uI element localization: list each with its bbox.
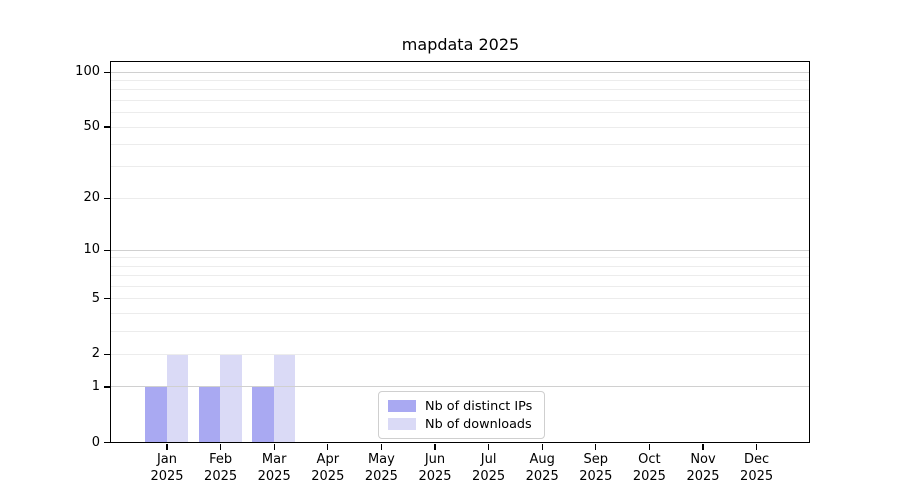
gridline xyxy=(111,265,809,267)
gridline xyxy=(111,112,809,114)
x-tick-oct xyxy=(648,444,651,450)
gridline xyxy=(111,257,809,259)
y-tick-label-50: 50 xyxy=(83,119,100,135)
x-tick-nov xyxy=(702,444,704,450)
x-tick-dec xyxy=(755,444,758,450)
x-tick-sep xyxy=(595,444,597,450)
x-tick-label-mar: Mar 2025 xyxy=(257,452,291,484)
x-tick-label-oct: Oct 2025 xyxy=(632,452,666,484)
gridline xyxy=(111,353,809,355)
y-tick-label-20: 20 xyxy=(83,190,100,206)
legend-swatch-downloads xyxy=(388,418,416,430)
y-tick-label-10: 10 xyxy=(83,242,100,258)
y-tick-5 xyxy=(103,298,110,300)
x-tick-jan xyxy=(166,444,168,450)
x-tick-feb xyxy=(219,444,222,450)
y-tick-0 xyxy=(103,441,110,444)
y-tick-label-2: 2 xyxy=(91,346,100,362)
x-tick-label-may: May 2025 xyxy=(364,452,398,484)
x-tick-label-nov: Nov 2025 xyxy=(686,452,720,484)
y-tick-label-0: 0 xyxy=(91,434,100,450)
gridline xyxy=(111,249,809,251)
gridline xyxy=(111,166,809,168)
x-tick-label-jan: Jan 2025 xyxy=(150,452,184,484)
legend-label-downloads: Nb of downloads xyxy=(425,416,532,432)
bar-distinct-ips-mar xyxy=(252,386,274,442)
gridline xyxy=(111,298,809,300)
x-tick-aug xyxy=(541,444,543,450)
plot-area xyxy=(110,61,810,443)
bar-downloads-feb xyxy=(220,353,242,442)
x-tick-label-jul: Jul 2025 xyxy=(472,452,506,484)
x-tick-label-dec: Dec 2025 xyxy=(740,452,774,484)
gridline xyxy=(111,285,809,287)
gridline xyxy=(111,89,809,91)
gridline xyxy=(111,71,809,73)
x-tick-label-aug: Aug 2025 xyxy=(525,452,559,484)
bar-downloads-jan xyxy=(166,353,188,442)
gridline xyxy=(111,99,809,101)
y-tick-10 xyxy=(103,249,110,251)
y-tick-label-5: 5 xyxy=(91,290,100,306)
bar-distinct-ips-jan xyxy=(145,386,167,442)
chart-title: mapdata 2025 xyxy=(401,35,520,54)
gridline xyxy=(111,197,809,199)
bar-downloads-mar xyxy=(273,353,296,442)
legend-label-distinct-ips: Nb of distinct IPs xyxy=(425,398,533,414)
y-tick-100 xyxy=(103,71,110,73)
legend-item-distinct-ips: Nb of distinct IPs xyxy=(388,397,535,415)
x-tick-jun xyxy=(434,444,436,450)
x-tick-jul xyxy=(487,444,490,450)
x-tick-apr xyxy=(327,444,329,450)
y-tick-label-1: 1 xyxy=(91,378,100,394)
x-tick-label-jun: Jun 2025 xyxy=(418,452,452,484)
legend-item-downloads: Nb of downloads xyxy=(388,415,535,433)
y-tick-20 xyxy=(103,197,110,199)
x-tick-mar xyxy=(273,444,275,450)
legend-swatch-distinct-ips xyxy=(388,400,416,412)
gridline xyxy=(111,80,809,82)
gridline xyxy=(111,330,809,332)
y-tick-50 xyxy=(103,126,110,128)
bar-distinct-ips-feb xyxy=(198,386,221,442)
legend: Nb of distinct IPs Nb of downloads xyxy=(378,391,545,439)
y-tick-2 xyxy=(103,353,110,356)
gridline xyxy=(111,126,809,128)
gridline xyxy=(111,144,809,146)
y-tick-1 xyxy=(103,386,110,388)
gridline xyxy=(111,312,809,314)
x-tick-label-apr: Apr 2025 xyxy=(311,452,345,484)
x-tick-label-feb: Feb 2025 xyxy=(204,452,238,484)
gridline xyxy=(111,386,809,388)
gridline xyxy=(111,275,809,277)
x-tick-may xyxy=(380,444,383,450)
x-tick-label-sep: Sep 2025 xyxy=(579,452,613,484)
y-tick-label-100: 100 xyxy=(75,64,100,80)
